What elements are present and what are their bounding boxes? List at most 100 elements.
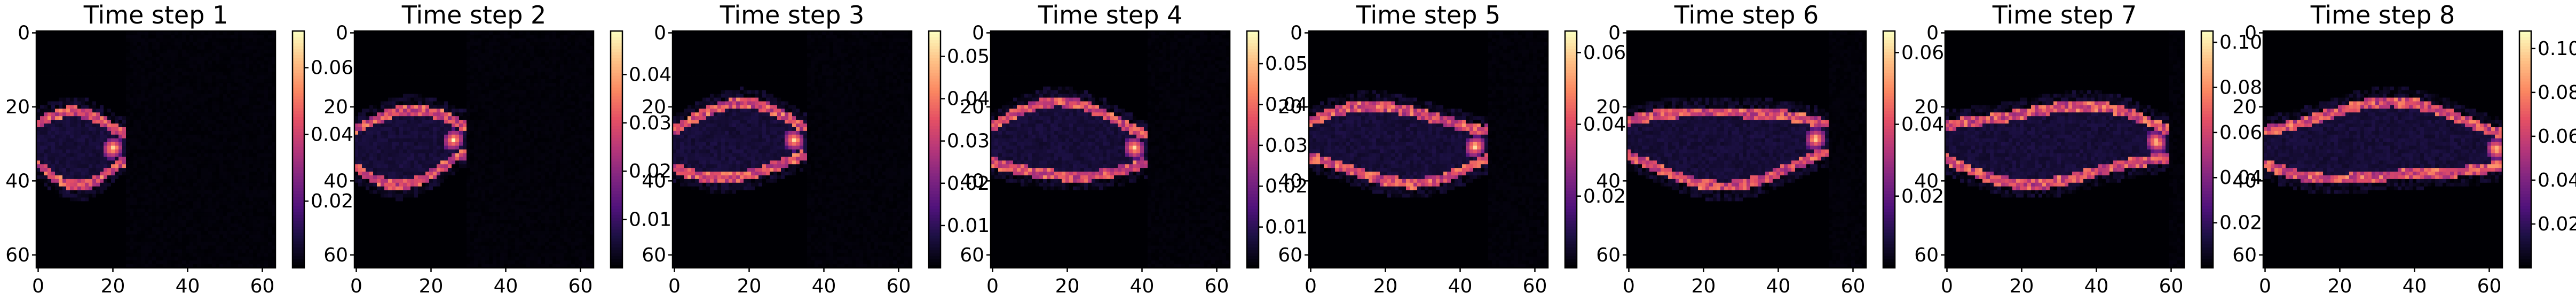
heatmap-cell bbox=[44, 72, 48, 76]
heatmap-cell bbox=[556, 68, 560, 72]
heatmap-cell bbox=[77, 253, 82, 257]
colorbar-segment bbox=[293, 55, 304, 58]
heatmap-cell bbox=[40, 138, 44, 143]
heatmap-cell bbox=[260, 90, 265, 95]
heatmap-cell bbox=[448, 60, 452, 65]
heatmap-cell bbox=[81, 209, 85, 213]
heatmap-cell bbox=[96, 149, 100, 153]
heatmap-cell bbox=[410, 57, 415, 61]
heatmap-cell bbox=[459, 53, 463, 57]
heatmap-cell bbox=[425, 49, 430, 53]
heatmap-cell bbox=[107, 209, 112, 213]
heatmap-cell bbox=[234, 97, 239, 102]
heatmap-cell bbox=[167, 127, 171, 132]
heatmap-cell bbox=[452, 60, 456, 65]
heatmap-cell bbox=[260, 79, 265, 83]
heatmap-cell bbox=[130, 42, 134, 47]
heatmap-cell bbox=[59, 120, 63, 124]
heatmap-cell bbox=[197, 175, 201, 180]
heatmap-cell bbox=[242, 64, 246, 68]
heatmap-cell bbox=[201, 253, 205, 257]
heatmap-cell bbox=[141, 42, 145, 47]
heatmap-cell bbox=[197, 105, 201, 109]
heatmap-cell bbox=[264, 112, 268, 117]
heatmap-cell bbox=[152, 153, 156, 157]
heatmap-cell bbox=[515, 64, 519, 68]
colorbar-segment bbox=[293, 37, 304, 41]
heatmap-cell bbox=[189, 116, 194, 120]
heatmap-cell bbox=[152, 72, 156, 76]
heatmap-cell bbox=[36, 53, 41, 57]
heatmap-cell bbox=[48, 112, 52, 117]
heatmap-cell bbox=[500, 72, 504, 76]
heatmap-cell bbox=[582, 42, 587, 47]
heatmap-cell bbox=[44, 242, 48, 246]
heatmap-cell bbox=[219, 124, 224, 128]
heatmap-cell bbox=[249, 105, 254, 109]
heatmap-cell bbox=[92, 120, 97, 124]
heatmap-cell bbox=[193, 216, 197, 220]
heatmap-cell bbox=[201, 64, 205, 68]
heatmap-cell bbox=[36, 205, 41, 209]
heatmap-cell bbox=[62, 134, 67, 139]
heatmap-cell bbox=[272, 223, 276, 228]
heatmap-cell bbox=[354, 68, 359, 72]
heatmap-cell bbox=[171, 172, 175, 176]
heatmap-cell bbox=[77, 168, 82, 172]
heatmap-cell bbox=[104, 64, 108, 68]
heatmap-cell bbox=[100, 34, 104, 39]
heatmap-cell bbox=[104, 249, 108, 253]
heatmap-cell bbox=[216, 60, 220, 65]
heatmap-cell bbox=[167, 257, 171, 261]
heatmap-cell bbox=[272, 34, 276, 39]
heatmap-cell bbox=[264, 68, 268, 72]
heatmap-cell bbox=[260, 264, 265, 268]
heatmap-cell bbox=[264, 209, 268, 213]
heatmap-cell bbox=[66, 142, 70, 146]
heatmap-cell bbox=[137, 182, 141, 187]
colorbar-segment bbox=[293, 90, 304, 94]
heatmap-cell bbox=[227, 190, 231, 194]
heatmap-cell bbox=[171, 220, 175, 224]
heatmap-cell bbox=[216, 257, 220, 261]
heatmap-cell bbox=[160, 149, 164, 153]
heatmap-cell bbox=[44, 230, 48, 235]
heatmap-cell bbox=[40, 68, 44, 72]
heatmap-cell bbox=[36, 223, 41, 228]
heatmap-cell bbox=[44, 253, 48, 257]
heatmap-cell bbox=[504, 72, 508, 76]
heatmap-cell bbox=[130, 172, 134, 176]
heatmap-cell bbox=[171, 260, 175, 265]
heatmap-cell bbox=[107, 42, 112, 47]
heatmap-cell bbox=[40, 179, 44, 183]
heatmap-cell bbox=[422, 38, 426, 43]
colorbar-segment bbox=[293, 261, 304, 265]
colorbar-segment bbox=[293, 31, 304, 35]
heatmap-cell bbox=[189, 145, 194, 150]
heatmap-cell bbox=[126, 234, 130, 239]
heatmap-cell bbox=[160, 82, 164, 87]
heatmap-cell bbox=[171, 112, 175, 117]
heatmap-cell bbox=[227, 249, 231, 253]
heatmap-cell bbox=[122, 197, 127, 202]
heatmap-cell bbox=[504, 38, 508, 43]
heatmap-cell bbox=[246, 60, 250, 65]
heatmap-cell bbox=[55, 153, 59, 157]
heatmap-cell bbox=[186, 60, 190, 65]
heatmap-cell bbox=[219, 31, 224, 35]
heatmap-cell bbox=[257, 186, 261, 191]
heatmap-cell bbox=[137, 124, 141, 128]
heatmap-cell bbox=[407, 42, 411, 47]
heatmap-cell bbox=[145, 197, 149, 202]
heatmap-cell bbox=[126, 186, 130, 191]
heatmap-cell bbox=[51, 216, 56, 220]
heatmap-cell bbox=[115, 42, 119, 47]
heatmap-cell bbox=[496, 72, 501, 76]
heatmap-cell bbox=[455, 64, 460, 68]
heatmap-cell bbox=[163, 72, 168, 76]
heatmap-cell bbox=[234, 34, 239, 39]
heatmap-cell bbox=[55, 234, 59, 239]
heatmap-cell bbox=[81, 253, 85, 257]
heatmap-cell bbox=[485, 42, 489, 47]
heatmap-cell bbox=[246, 242, 250, 246]
